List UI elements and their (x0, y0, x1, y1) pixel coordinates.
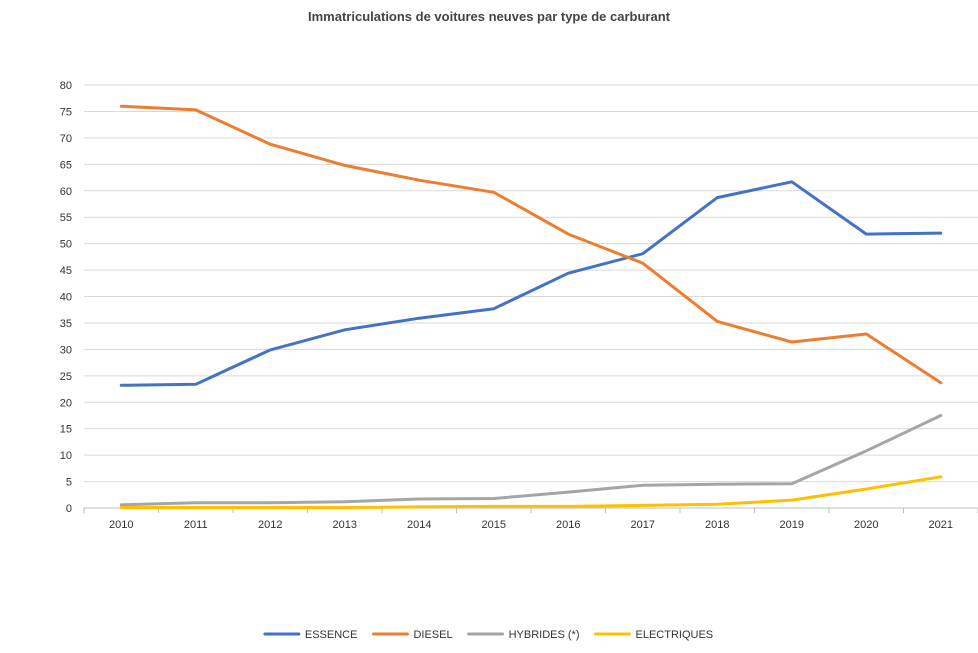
y-tick-label: 25 (60, 371, 72, 383)
legend-item: ELECTRIQUES (593, 629, 713, 641)
y-tick-label: 45 (60, 265, 72, 277)
y-tick-label: 35 (60, 318, 72, 330)
y-tick-label: 30 (60, 344, 72, 356)
grid-layer (84, 84, 978, 483)
legend-item: DIESEL (371, 629, 453, 641)
x-tick-label: 2016 (556, 519, 580, 531)
legend: ESSENCE DIESEL HYBRIDES (*) ELECTRIQUES (263, 629, 713, 641)
x-tick-label: 2015 (482, 519, 506, 531)
legend-label: ESSENCE (305, 629, 358, 641)
x-tick-label: 2020 (854, 519, 878, 531)
x-tick-label: 2010 (109, 519, 133, 531)
x-tick-label: 2011 (184, 519, 208, 531)
x-tick-label: 2019 (780, 519, 804, 531)
y-tick-label: 15 (60, 424, 72, 436)
y-tick-label: 60 (60, 186, 72, 198)
legend-item: HYBRIDES (*) (467, 629, 580, 641)
x-tick-label: 2017 (631, 519, 655, 531)
x-tick-label: 2014 (407, 519, 431, 531)
x-tick-label: 2013 (333, 519, 357, 531)
y-tick-label: 80 (60, 80, 72, 92)
y-tick-label: 20 (60, 397, 72, 409)
y-tick-label: 40 (60, 292, 72, 304)
series-line-hybrides (119, 414, 943, 507)
legend-label: ELECTRIQUES (635, 629, 713, 641)
y-tick-label: 5 (66, 477, 72, 489)
y-tick-label: 70 (60, 133, 72, 145)
x-tick-label: 2021 (929, 519, 953, 531)
y-tick-label: 50 (60, 239, 72, 251)
y-tick-label: 55 (60, 212, 72, 224)
series-line-electriques (119, 475, 943, 509)
y-tick-label: 10 (60, 450, 72, 462)
series-line-essence (119, 180, 943, 387)
legend-label: DIESEL (413, 629, 452, 641)
y-tick-label: 0 (66, 503, 72, 515)
axis-layer: 0 5 10 15 20 25 30 35 40 45 50 55 60 65 70 75 80 2010 2011… (60, 80, 978, 531)
x-tick-label: 2012 (258, 519, 282, 531)
y-tick-label: 65 (60, 159, 72, 171)
legend-label: HYBRIDES (*) (509, 629, 580, 641)
chart-title: Immatriculations de voitures neuves par … (308, 9, 670, 24)
series-line-diesel (119, 104, 943, 385)
legend-item: ESSENCE (263, 629, 358, 641)
series-layer (119, 104, 943, 509)
y-tick-label: 75 (60, 106, 72, 118)
x-tick-label: 2018 (705, 519, 729, 531)
